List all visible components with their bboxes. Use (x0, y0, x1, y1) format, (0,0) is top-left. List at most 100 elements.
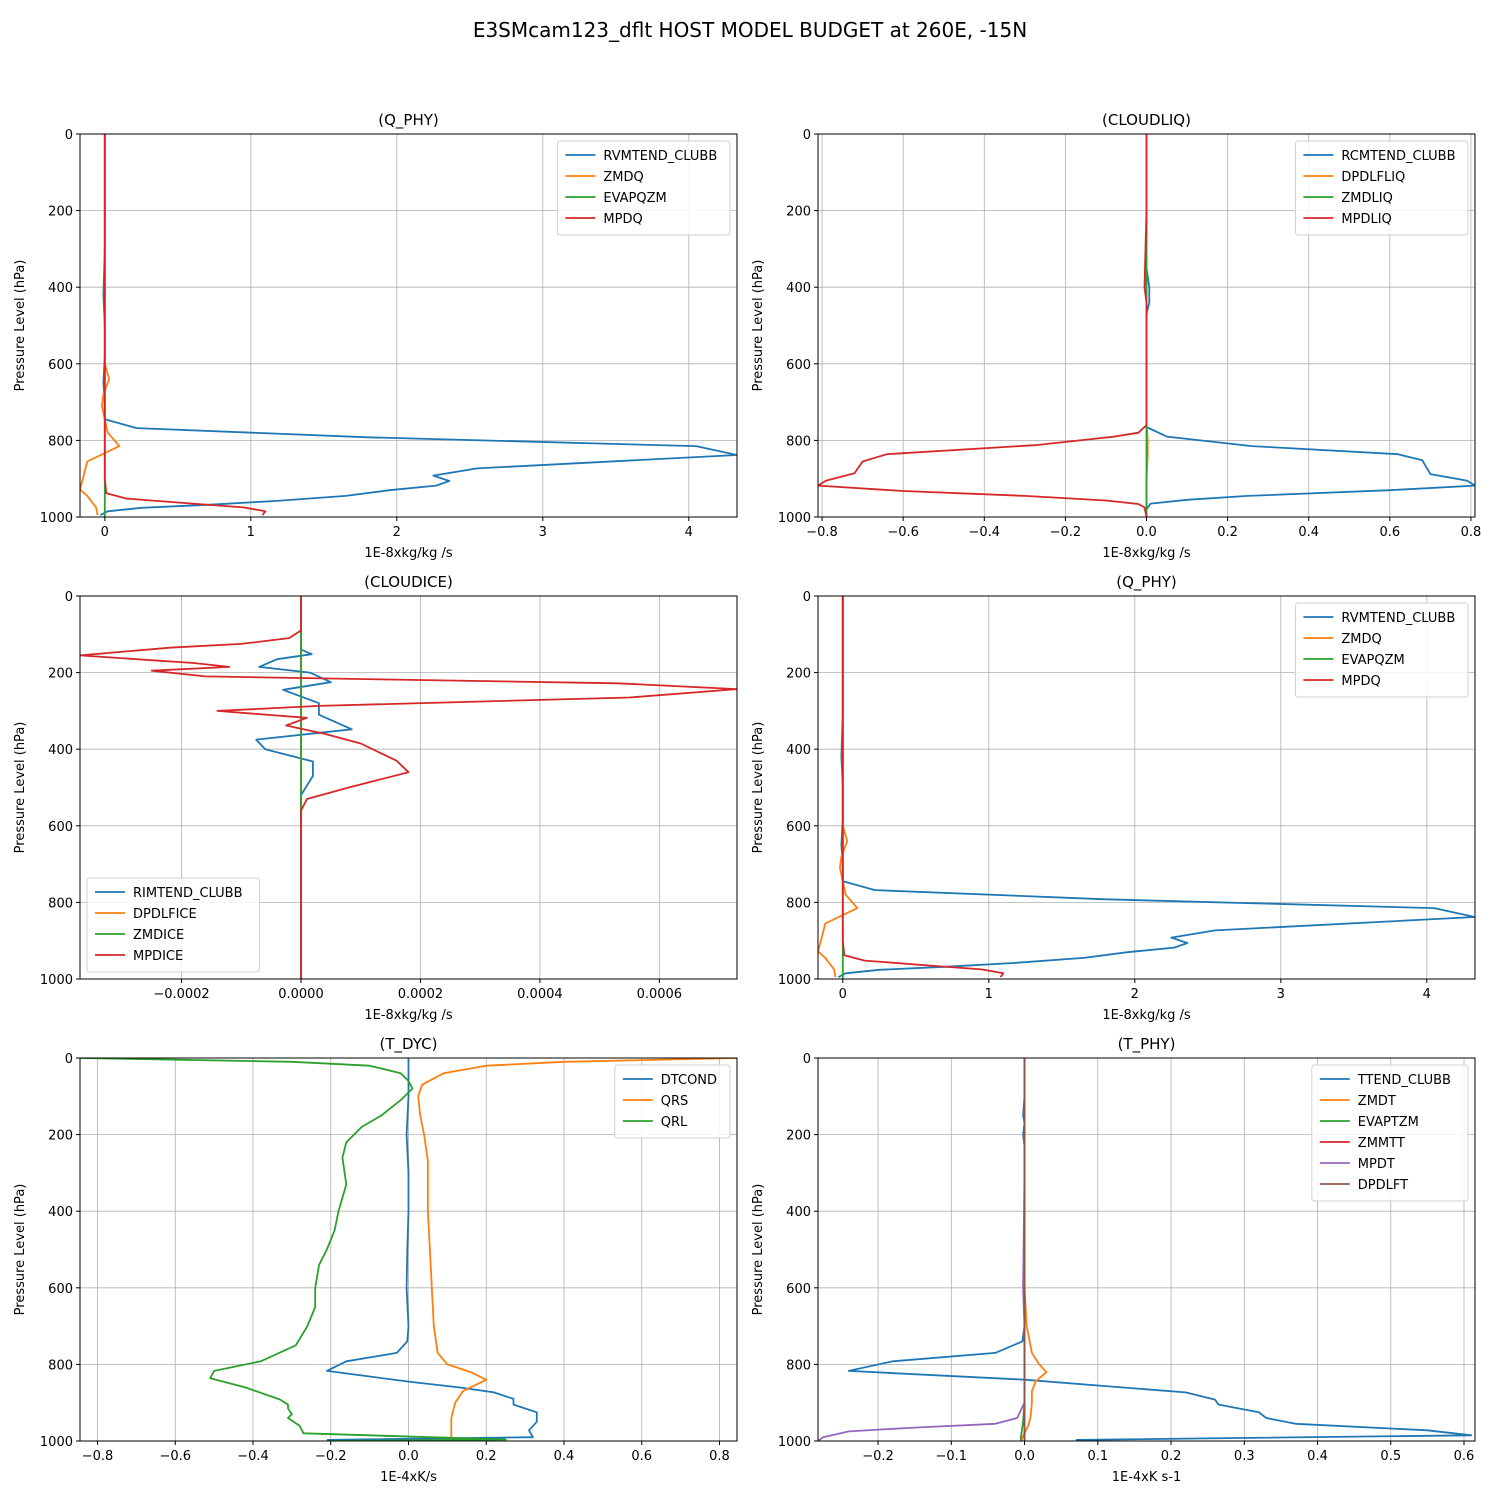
x-tick-label: 0.6 (1379, 525, 1400, 540)
legend-label-zmdliq: ZMDLIQ (1341, 191, 1392, 206)
y-tick-label: 400 (786, 1205, 811, 1220)
x-tick-label: 4 (1423, 987, 1431, 1002)
legend: RVMTEND_CLUBB ZMDQ EVAPQZM MPDQ (1294, 602, 1469, 698)
x-tick-label: 0.4 (1307, 1449, 1328, 1464)
y-tick-label: 0 (65, 128, 73, 143)
y-tick-label: 800 (786, 1358, 811, 1373)
y-tick-label: 200 (48, 667, 73, 682)
y-axis-label: Pressure Level (hPa) (13, 1184, 28, 1316)
legend-label-dpdlfliq: DPDLFLIQ (1341, 170, 1405, 185)
x-tick-label: −0.8 (806, 525, 838, 540)
x-tick-label: 2 (393, 525, 401, 540)
y-axis-label: Pressure Level (hPa) (751, 1184, 766, 1316)
series-line-rimtend_clubb (255, 596, 353, 979)
y-tick-label: 800 (48, 434, 73, 449)
x-tick-label: 0.0 (1136, 525, 1157, 540)
x-tick-label: 0.1 (1087, 1449, 1108, 1464)
plot-frame (817, 595, 1476, 980)
legend: DTCOND QRS QRL (614, 1064, 731, 1139)
legend-label-mpdliq: MPDLIQ (1341, 212, 1391, 227)
chart-panel-p2: −0.8 −0.6 −0.4 −0.2 0.0 0.2 0.4 0.6 0.8 0 200 400 60… (751, 111, 1481, 561)
legend-label-evaptzm: EVAPTZM (1358, 1115, 1419, 1130)
legend-label-evapqzm: EVAPQZM (603, 191, 666, 206)
y-tick-label: 800 (786, 434, 811, 449)
y-tick-label: 0 (65, 1052, 73, 1067)
y-tick-label: 1000 (778, 511, 811, 526)
x-axis-label: 1E-8xkg/kg /s (364, 1008, 453, 1023)
legend-label-qrl: QRL (661, 1115, 688, 1130)
legend-label-rvmtend_clubb: RVMTEND_CLUBB (1341, 611, 1455, 626)
x-tick-label: 0.4 (1298, 525, 1319, 540)
legend: RVMTEND_CLUBB ZMDQ EVAPQZM MPDQ (556, 140, 731, 236)
x-tick-label: 0.0000 (278, 987, 324, 1002)
plot-frame (79, 595, 738, 980)
x-tick-label: 0.0004 (517, 987, 563, 1002)
legend-box (1294, 140, 1469, 236)
x-tick-label: 1 (247, 525, 255, 540)
series-line-mpdq (103, 134, 267, 516)
y-tick-label: 0 (803, 590, 811, 605)
series-group (80, 596, 737, 979)
panel-title: (T_PHY) (1118, 1035, 1176, 1054)
series-group (80, 134, 737, 517)
x-tick-label: 0.0 (1014, 1449, 1035, 1464)
series-line-dtcond (325, 1058, 538, 1441)
legend-box (556, 140, 731, 236)
x-tick-label: −0.2 (862, 1449, 894, 1464)
series-group (818, 596, 1475, 979)
legend: RIMTEND_CLUBB DPDLFICE ZMDICE MPDICE (86, 877, 261, 973)
x-tick-label: −0.1 (936, 1449, 968, 1464)
x-tick-label: 0.2 (1217, 525, 1238, 540)
y-tick-label: 800 (48, 896, 73, 911)
x-tick-label: 0.3 (1234, 1449, 1255, 1464)
x-axis-label: 1E-8xkg/kg /s (364, 546, 453, 561)
y-axis-label: Pressure Level (hPa) (13, 722, 28, 854)
y-tick-label: 200 (48, 1129, 73, 1144)
y-tick-label: 600 (48, 820, 73, 835)
y-tick-label: 600 (48, 358, 73, 373)
y-tick-label: 200 (48, 205, 73, 220)
y-tick-label: 0 (65, 590, 73, 605)
x-tick-label: −0.6 (887, 525, 919, 540)
series-line-mpdq (841, 596, 1005, 978)
x-tick-label: 0.5 (1380, 1449, 1401, 1464)
plot-frame (79, 133, 738, 518)
legend-label-mpdt: MPDT (1358, 1157, 1395, 1172)
x-tick-label: 0.4 (554, 1449, 575, 1464)
series-line-rcmtend_clubb (1145, 134, 1475, 510)
series-line-mpdice (80, 596, 737, 979)
legend-label-mpdq: MPDQ (1341, 674, 1380, 689)
x-axis-label: 1E-8xkg/kg /s (1102, 546, 1191, 561)
x-tick-label: 4 (685, 525, 693, 540)
legend-label-rvmtend_clubb: RVMTEND_CLUBB (603, 149, 717, 164)
x-tick-label: 0 (101, 525, 109, 540)
x-tick-label: 0.0006 (637, 987, 683, 1002)
legend-label-zmdice: ZMDICE (133, 928, 184, 943)
x-tick-label: 0 (839, 987, 847, 1002)
x-tick-label: 0.2 (476, 1449, 497, 1464)
x-axis-label: 1E-4xK s-1 (1112, 1470, 1182, 1485)
y-tick-label: 400 (786, 281, 811, 296)
legend-label-dpdlft: DPDLFT (1358, 1178, 1408, 1193)
y-tick-label: 600 (48, 1282, 73, 1297)
chart-panel-p5: −0.8 −0.6 −0.4 −0.2 0.0 0.2 0.4 0.6 0.8 0 200 400 60… (13, 1035, 738, 1485)
legend: TTEND_CLUBB ZMDT EVAPTZM ZMMTT MPDT DPDLFT (1311, 1064, 1469, 1202)
figure-title: E3SMcam123_dflt HOST MODEL BUDGET at 260… (473, 18, 1027, 42)
y-tick-label: 1000 (778, 1435, 811, 1450)
y-tick-label: 1000 (40, 973, 73, 988)
y-tick-label: 400 (786, 743, 811, 758)
y-tick-label: 400 (48, 743, 73, 758)
x-axis-label: 1E-4xK/s (380, 1470, 437, 1485)
chart-panel-p6: −0.2 −0.1 0.0 0.1 0.2 0.3 0.4 0.5 0.6 0 200 400 600 8… (751, 1035, 1476, 1485)
y-tick-label: 1000 (40, 511, 73, 526)
series-line-qrl (80, 1058, 507, 1441)
x-axis-label: 1E-8xkg/kg /s (1102, 1008, 1191, 1023)
x-tick-label: 0.0 (398, 1449, 419, 1464)
y-tick-label: 0 (803, 128, 811, 143)
x-tick-label: −0.6 (159, 1449, 191, 1464)
legend-label-dpdlfice: DPDLFICE (133, 907, 197, 922)
x-tick-label: 0.6 (631, 1449, 652, 1464)
series-line-rvmtend_clubb (99, 134, 737, 516)
panel-title: (Q_PHY) (378, 111, 439, 130)
